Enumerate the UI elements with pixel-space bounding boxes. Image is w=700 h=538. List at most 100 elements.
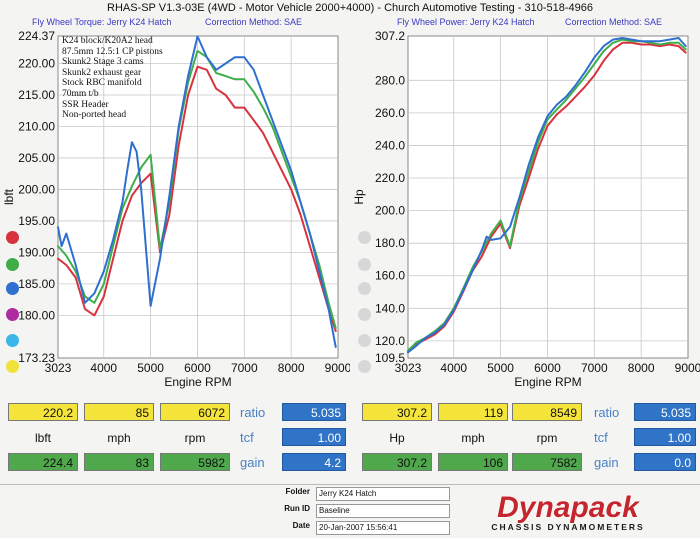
torque-x-tick-label: 5000 <box>137 361 164 375</box>
green-run-dot[interactable] <box>6 258 19 271</box>
dynapack-logo: Dynapack CHASSIS DYNAMOMETERS <box>491 490 644 532</box>
peak-torque-value: 220.2 <box>8 403 78 421</box>
blue-run-dot[interactable] <box>6 282 19 295</box>
folder-row: Folder Jerry K24 Hatch <box>270 487 450 502</box>
torque-series-blue-line <box>57 35 337 348</box>
date-value: 20-Jan-2007 15:56:41 <box>316 521 450 535</box>
unit-label: lbft <box>34 431 51 445</box>
tcf-value: 1.00 <box>282 428 346 446</box>
torque-y-tick-label: 180.00 <box>18 308 55 322</box>
power-chart: 3023 4000 5000 6000 7000 8000 9000 109.5 120.0 14… <box>352 29 700 389</box>
torque-readout-panel: 220.2 85 6072 lbft mph rpm 224.4 83 5982… <box>0 400 350 480</box>
unit-label: mph <box>107 431 131 445</box>
power-x-tick-label: 4000 <box>440 361 467 375</box>
note-line: Skunk2 exhaust gear <box>62 67 142 78</box>
power-series-blue-line <box>407 37 687 354</box>
run-dot-inactive[interactable] <box>358 258 371 271</box>
note-line: SSR Header <box>62 99 109 110</box>
power-plot-area <box>407 35 689 359</box>
power-y-tick-label: 280.0 <box>375 73 405 87</box>
unit-label: rpm <box>184 431 206 445</box>
footer-divider <box>0 484 700 485</box>
torque-x-tick-label: 9000 <box>325 361 350 375</box>
power-readout-panel: 307.2 119 8549 Hp mph rpm 307.2 106 7582… <box>350 400 700 480</box>
engine-notes: K24 block/K20A2 head 87.5mm 12.5:1 CP pi… <box>62 36 163 121</box>
gain-label: gain <box>594 455 619 470</box>
peak-torque-mph: 85 <box>84 403 154 421</box>
power-x-tick-label: 8000 <box>628 361 655 375</box>
note-line: K24 block/K20A2 head <box>62 36 153 46</box>
ratio-label: ratio <box>240 405 266 420</box>
cyan-run-dot[interactable] <box>6 334 19 347</box>
power-y-tick-label: 109.5 <box>375 351 405 365</box>
power-x-tick-label: 6000 <box>534 361 561 375</box>
power-y-tick-label: 307.2 <box>375 29 405 43</box>
power-y-tick-label: 160.0 <box>375 269 405 283</box>
date-row: Date 20-Jan-2007 15:56:41 <box>270 521 450 536</box>
power-y-tick-label: 140.0 <box>375 301 405 315</box>
run-dot-inactive[interactable] <box>358 334 371 347</box>
note-line: 87.5mm 12.5:1 CP pistons <box>62 46 163 57</box>
power-y-tick-label: 180.0 <box>375 236 405 250</box>
power-x-axis-label: Engine RPM <box>514 375 581 389</box>
compare-power-rpm: 7582 <box>512 453 582 471</box>
power-correction-method: Correction Method: SAE <box>565 17 663 27</box>
run-dot-inactive[interactable] <box>358 231 371 244</box>
tcf-label: tcf <box>240 430 254 445</box>
compare-power-mph: 106 <box>438 453 508 471</box>
torque-chart: 3023 4000 5000 6000 7000 8000 9000 173.23 180.00… <box>2 29 350 389</box>
run-id-row: Run ID Baseline <box>270 504 450 519</box>
torque-series-green-line <box>57 49 337 329</box>
torque-y-tick-label: 215.00 <box>18 88 55 102</box>
torque-y-tick-label: 190.00 <box>18 245 55 259</box>
torque-y-tick-label: 173.23 <box>18 351 55 365</box>
torque-chart-name: Fly Wheel Torque: Jerry K24 Hatch <box>32 17 172 27</box>
torque-y-tick-label: 195.00 <box>18 214 55 228</box>
logo-text: Dynapack <box>497 491 640 524</box>
power-x-tick-label: 7000 <box>581 361 608 375</box>
run-id-label: Run ID <box>284 504 310 513</box>
run-dot-inactive[interactable] <box>358 308 371 321</box>
ratio-value: 5.035 <box>634 403 696 421</box>
torque-x-tick-label: 7000 <box>231 361 258 375</box>
torque-x-tick-label: 4000 <box>90 361 117 375</box>
report-title: RHAS-SP V1.3-03E (4WD - Motor Vehicle 20… <box>107 2 593 14</box>
yellow-run-dot[interactable] <box>6 360 19 373</box>
power-x-tick-label: 3023 <box>395 361 422 375</box>
unit-label: rpm <box>536 431 558 445</box>
torque-x-tick-label: 6000 <box>184 361 211 375</box>
tcf-label: tcf <box>594 430 608 445</box>
date-label: Date <box>292 521 310 530</box>
torque-y-tick-label: 185.00 <box>18 277 55 291</box>
logo-subtext: CHASSIS DYNAMOMETERS <box>491 522 644 532</box>
power-y-tick-label: 240.0 <box>375 138 405 152</box>
compare-torque-rpm: 5982 <box>160 453 230 471</box>
torque-x-tick-label: 3023 <box>45 361 72 375</box>
unit-label: mph <box>461 431 485 445</box>
gain-value: 0.0 <box>634 453 696 471</box>
torque-y-axis-label: lbft <box>2 188 16 205</box>
run-dot-inactive[interactable] <box>358 360 371 373</box>
torque-series-red-line <box>57 65 337 333</box>
red-run-dot[interactable] <box>6 231 19 244</box>
magenta-run-dot[interactable] <box>6 308 19 321</box>
compare-torque-mph: 83 <box>84 453 154 471</box>
note-line: 70mm t/b <box>62 88 99 99</box>
torque-correction-method: Correction Method: SAE <box>205 17 303 27</box>
power-chart-name: Fly Wheel Power: Jerry K24 Hatch <box>397 17 535 27</box>
ratio-value: 5.035 <box>282 403 346 421</box>
compare-power-value: 307.2 <box>362 453 432 471</box>
run-dot-inactive[interactable] <box>358 282 371 295</box>
gain-value: 4.2 <box>282 453 346 471</box>
peak-torque-rpm: 6072 <box>160 403 230 421</box>
unit-label: Hp <box>389 431 405 445</box>
tcf-value: 1.00 <box>634 428 696 446</box>
power-y-tick-label: 220.0 <box>375 171 405 185</box>
power-y-axis-label: Hp <box>352 189 366 205</box>
torque-y-tick-label: 210.00 <box>18 119 55 133</box>
power-x-tick-label: 9000 <box>675 361 700 375</box>
note-line: Skunk2 Stage 3 cams <box>62 57 144 68</box>
note-line: Stock RBC manifold <box>62 78 142 89</box>
power-y-tick-label: 120.0 <box>375 334 405 348</box>
peak-power-mph: 119 <box>438 403 508 421</box>
